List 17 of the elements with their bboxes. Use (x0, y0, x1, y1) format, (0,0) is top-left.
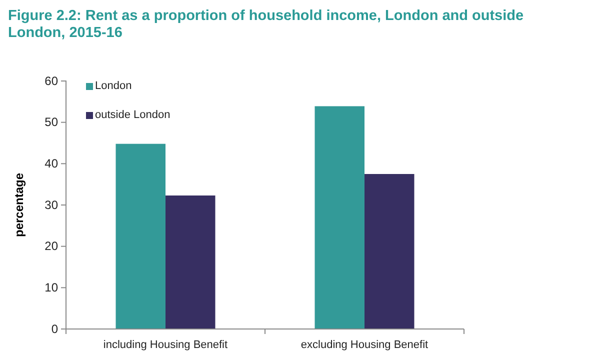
y-tick-label: 20 (44, 239, 58, 254)
y-tick-label: 40 (44, 156, 58, 171)
chart-title: Figure 2.2: Rent as a proportion of household income, London and outside London, 2015-16 (8, 8, 524, 41)
y-tick-label: 0 (51, 322, 58, 336)
x-tick-label: excluding Housing Benefit (300, 339, 428, 351)
y-tick-label: 30 (44, 198, 58, 212)
legend-label: outside London (95, 109, 170, 121)
y-tick-label: 50 (44, 115, 58, 130)
bar (314, 106, 364, 329)
bar (116, 144, 166, 329)
bar (166, 195, 216, 329)
bar (364, 174, 414, 329)
x-tick-label: including Housing Benefit (103, 339, 228, 351)
y-tick-label: 60 (44, 74, 58, 88)
y-axis-title: percentage (12, 172, 26, 238)
y-tick-label: 10 (44, 280, 58, 295)
legend-label: London (95, 80, 132, 92)
